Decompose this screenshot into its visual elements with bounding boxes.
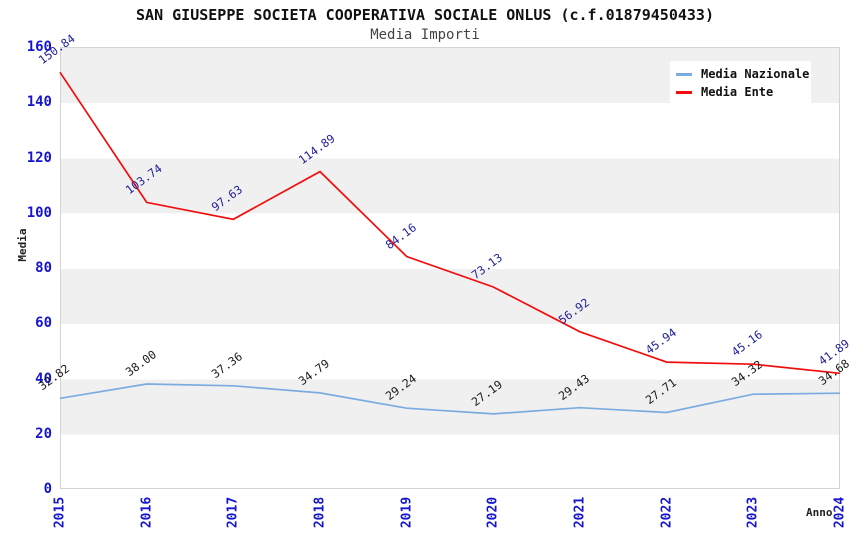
- y-tick-label: 140: [26, 94, 52, 111]
- legend-label: Media Nazionale: [701, 67, 810, 81]
- legend-item-media-nazionale: Media Nazionale: [676, 65, 809, 83]
- legend-label: Media Ente: [701, 85, 774, 99]
- x-tick-label: 2015: [52, 496, 68, 529]
- y-tick-label: 80: [35, 260, 52, 276]
- y-tick-label: 60: [35, 315, 52, 332]
- y-axis-title: Media: [16, 228, 29, 262]
- x-tick-label: 2022: [659, 496, 675, 529]
- x-tick-label: 2017: [225, 496, 241, 529]
- x-tick-label: 2023: [745, 496, 761, 529]
- y-tick-label: 160: [26, 39, 52, 55]
- x-tick-label: 2016: [139, 496, 155, 529]
- x-tick-label: 2024: [832, 496, 848, 529]
- x-tick-label: 2021: [572, 496, 588, 529]
- chart-subtitle: Media Importi: [370, 27, 480, 43]
- x-tick-label: 2019: [399, 496, 415, 529]
- legend-item-media-ente: Media Ente: [676, 83, 805, 101]
- y-tick-label: 40: [35, 370, 52, 387]
- legend-swatch-icon: [676, 90, 692, 94]
- y-tick-label: 120: [26, 149, 52, 166]
- x-axis-title: Anno: [806, 506, 833, 519]
- x-tick-label: 2018: [312, 496, 328, 529]
- legend: Media Nazionale Media Ente: [670, 61, 811, 103]
- legend-swatch-icon: [676, 72, 692, 76]
- x-tick-label: 2020: [485, 496, 501, 529]
- y-tick-label: 0: [43, 481, 52, 497]
- chart-title: SAN GIUSEPPE SOCIETA COOPERATIVA SOCIALE…: [136, 6, 714, 24]
- y-tick-label: 100: [26, 204, 52, 221]
- plot-area: [60, 47, 840, 489]
- y-tick-label: 20: [35, 425, 52, 442]
